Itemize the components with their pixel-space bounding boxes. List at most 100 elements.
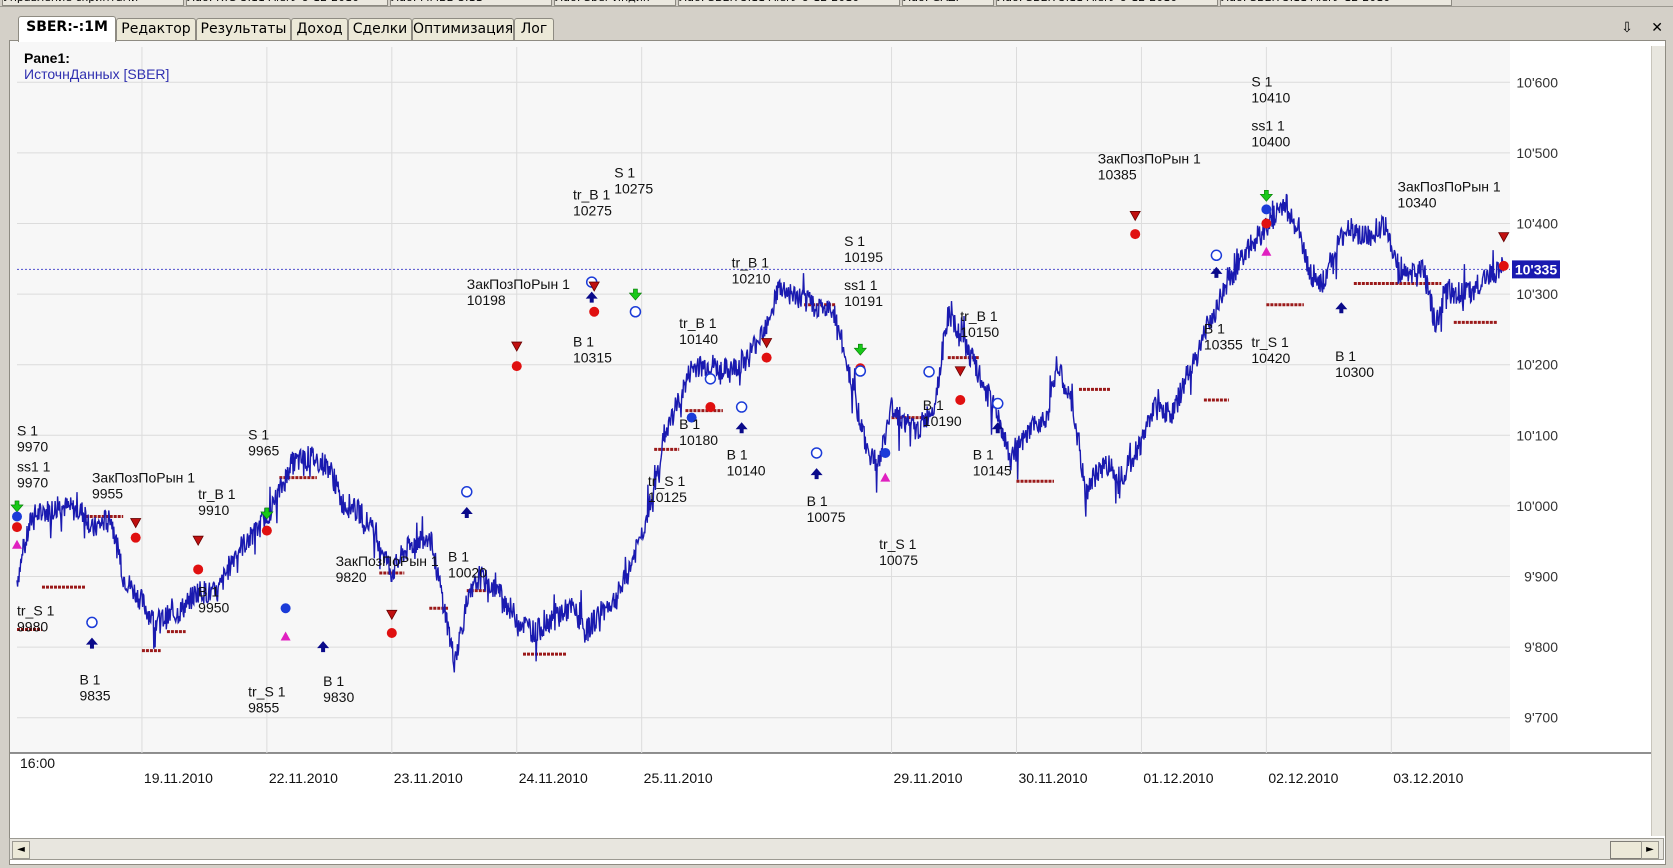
document-tab[interactable]: Лаб: RTS-3.11 Alert -9-12-2010 [186,0,388,6]
trade-annotation-price: 9830 [323,689,354,705]
close-icon[interactable]: ✕ [1651,20,1663,36]
scroll-right-button[interactable]: ► [1641,841,1659,859]
buy-arrow-marker [991,422,1004,434]
x-tick-label: 01.12.2010 [1143,770,1213,786]
trade-annotation-price: 9955 [92,486,123,502]
sell-arrow-marker [1129,211,1141,222]
buy-marker-dot [880,447,891,458]
trade-annotation-price: 10385 [1098,166,1137,182]
horizontal-scrollbar[interactable]: ◄ ► [9,838,1664,860]
trade-annotation-label: B 1 [679,416,700,432]
x-tick-label: 29.11.2010 [894,770,963,786]
buy-arrow-marker [1210,266,1223,278]
x-tick-label: 19.11.2010 [144,770,213,786]
document-tab[interactable]: Лаб: Sber Индик [554,0,676,6]
trade-annotation-label: B 1 [79,672,100,688]
tab-chart[interactable]: SBER:-:1M [18,16,116,42]
trade-annotation-price: 10400 [1251,133,1290,149]
sell-marker-dot [955,395,966,405]
trade-annotation-label: tr_B 1 [573,186,611,202]
tab-optimization[interactable]: Оптимизация [412,18,514,41]
trade-annotation-price: 10075 [879,552,918,568]
last-price-badge [1512,260,1560,279]
trade-annotation-label: tr_S 1 [1251,334,1289,350]
sell-marker-dot [1498,260,1509,271]
x-tick-label: 22.11.2010 [269,770,338,786]
buy-arrow-marker [585,291,598,303]
tab-log[interactable]: Лог [514,18,554,41]
trade-annotation-price: 10145 [973,462,1012,478]
trade-annotation-price: 10340 [1398,195,1437,211]
trade-annotation-price: 10150 [960,324,999,340]
tab-results[interactable]: Результаты [196,18,291,41]
last-price-label: 10'335 [1515,261,1557,277]
trade-annotation-label: ЗакПозПоРын 1 [1398,179,1501,195]
x-tick-label: 03.12.2010 [1393,770,1463,786]
trade-annotation-label: B 1 [973,446,994,462]
trade-annotation-price: 10075 [807,509,846,525]
trade-annotation-price: 10140 [679,331,718,347]
stop-marker-triangle [12,539,22,549]
document-tab[interactable]: Лаб: SBER-3.11 Alert -12-2010 [1220,0,1452,6]
y-tick-label: 9'800 [1524,639,1558,655]
trade-annotation-label: B 1 [1335,348,1356,364]
plot-area [10,41,1510,753]
entry-marker-circle [704,373,717,385]
trade-annotation-price: 10191 [844,293,883,309]
document-tab[interactable]: Лаб: SBER-3.11 Alert -9-12-2010 [678,0,900,6]
stop-marker-triangle [280,631,291,641]
sell-arrow-marker [954,366,966,377]
sell-marker-dot [130,532,141,543]
scroll-left-button[interactable]: ◄ [12,841,30,859]
trade-annotation-label: B 1 [573,333,594,349]
entry-marker-circle [86,616,98,629]
sell-marker-dot [589,306,600,317]
y-tick-label: 10'000 [1516,498,1558,514]
document-tab-strip: Управление скриптамиЛаб: RTS-3.11 Alert … [0,0,1673,7]
vertical-scrollbar[interactable] [1651,46,1665,836]
sell-arrow-marker [760,338,773,349]
x-tick-label: 02.12.2010 [1268,770,1338,786]
sell-arrow-marker [1498,232,1510,243]
trade-annotation-label: ss1 1 [1251,117,1285,133]
trade-annotation-label: B 1 [727,446,748,462]
tab-income[interactable]: Доход [291,18,348,41]
trade-annotation-price: 9970 [17,474,48,490]
buy-marker-dot [280,603,291,614]
entry-marker-circle [923,366,935,378]
trade-annotation-label: B 1 [448,549,469,565]
y-tick-label: 9'700 [1524,710,1558,726]
trade-annotation-label: tr_S 1 [879,536,917,552]
buy-arrow-marker [735,422,748,434]
trade-annotation-price: 10125 [648,489,687,505]
tab-trades[interactable]: Сделки [348,18,412,41]
chevron-down-icon[interactable]: ⇩ [1621,20,1633,36]
trade-annotation-label: ЗакПозПоРын 1 [92,470,195,486]
trade-annotation-label: B 1 [198,583,219,599]
document-tab[interactable]: Лаб: SBER-3.11 Alert -9-12-2010 [996,0,1218,6]
trade-annotation-label: tr_B 1 [732,254,770,270]
trade-annotation-price: 10190 [923,413,962,429]
y-tick-label: 9'900 [1524,569,1558,585]
sell-marker-dot [761,352,772,363]
trade-annotation-price: 9970 [17,438,48,454]
tab-bar-controls: ⇩ ✕ [1607,20,1663,36]
buy-arrow-marker [460,506,473,518]
price-chart[interactable]: 10'600 10'500 10'400 10'300 10'200 10'100 10'0… [10,41,1665,841]
tab-editor[interactable]: Редактор [116,18,196,41]
trade-annotation-price: 10275 [614,181,653,197]
signal-arrow-marker [260,507,274,520]
trade-annotation-price: 9965 [248,443,279,459]
trade-annotation-label: ss1 1 [17,458,51,474]
y-tick-label: 10'500 [1516,145,1558,161]
signal-arrow-marker [853,343,867,356]
sell-marker-dot [12,522,22,533]
document-tab[interactable]: Лаб: GAZP [902,0,994,6]
trade-annotation-label: B 1 [807,493,828,509]
trade-annotation-label: tr_B 1 [198,486,236,502]
document-tab[interactable]: Управление скриптами [2,0,184,6]
trade-annotation-price: 10420 [1251,350,1290,366]
data-source-label: ИсточнДанных [SBER] [24,66,169,82]
document-tab[interactable]: Лаб: ММВБ-3.11 [390,0,552,6]
trade-annotation-label: tr_S 1 [648,473,686,489]
